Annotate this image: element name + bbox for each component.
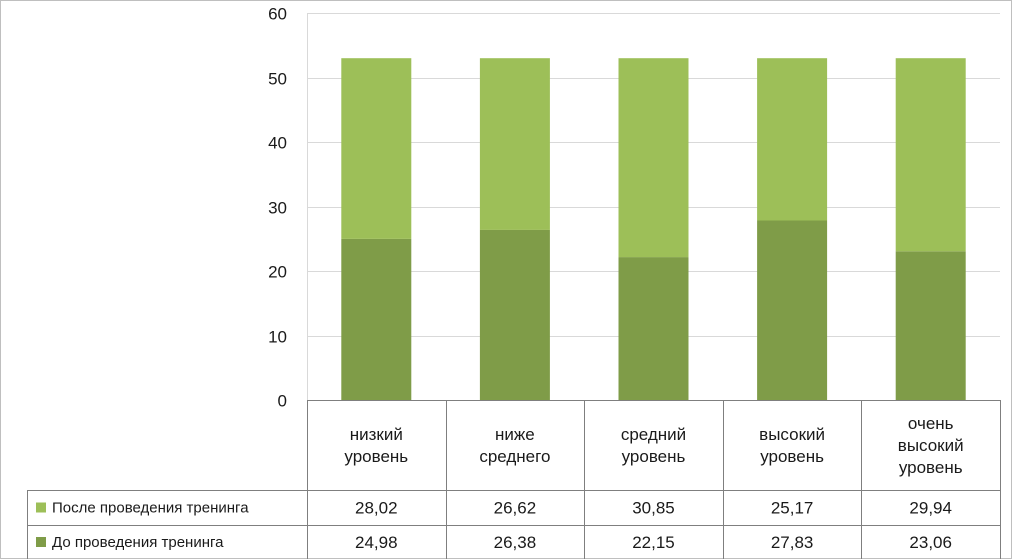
bar-segment-before: [757, 220, 828, 400]
data-table-cell: 28,02: [355, 499, 398, 518]
data-table: низкий уровень ниже среднего средний уровень в…: [27, 400, 1001, 559]
y-tick-label: 40: [268, 134, 287, 153]
bar-segment-after: [618, 58, 689, 258]
category-label: низкий: [350, 425, 403, 444]
legend-label: До проведения тренинга: [52, 534, 224, 551]
data-table-cell: 30,85: [632, 499, 675, 518]
y-tick-label: 20: [268, 263, 287, 282]
category-label: уровень: [622, 447, 686, 466]
bar-segment-after: [479, 58, 550, 230]
y-axis-ticks: 0 10 20 30 40 50 60: [268, 5, 287, 411]
legend-label: После проведения тренинга: [52, 500, 249, 517]
y-tick-label: 60: [268, 5, 287, 24]
data-table-cell: 25,17: [771, 499, 814, 518]
data-table-cell: 23,06: [909, 533, 952, 552]
y-tick-label: 30: [268, 199, 287, 218]
category-label: очень: [908, 414, 954, 433]
y-tick-label: 0: [278, 392, 287, 411]
bars: [341, 58, 966, 400]
category-label: средний: [621, 425, 686, 444]
data-table-cell: 24,98: [355, 533, 398, 552]
category-label: среднего: [479, 447, 550, 466]
y-tick-label: 50: [268, 70, 287, 89]
category-label: высокий: [898, 436, 964, 455]
data-table-cell: 26,38: [494, 533, 537, 552]
data-table-cell: 27,83: [771, 533, 814, 552]
bar-segment-before: [618, 257, 689, 400]
bar-segment-before: [479, 229, 550, 400]
category-label: ниже: [495, 425, 535, 444]
data-table-cell: 26,62: [494, 499, 537, 518]
category-label: уровень: [760, 447, 824, 466]
y-tick-label: 10: [268, 328, 287, 347]
legend-swatch: [36, 537, 46, 547]
bar-segment-after: [341, 58, 412, 239]
bar-segment-after: [895, 58, 966, 252]
bar-segment-after: [757, 58, 828, 221]
data-table-cell: 22,15: [632, 533, 675, 552]
category-label: уровень: [899, 458, 963, 477]
data-table-cell: 29,94: [909, 499, 952, 518]
category-label: уровень: [344, 447, 408, 466]
legend-swatch: [36, 502, 46, 513]
category-label: высокий: [759, 425, 825, 444]
bar-segment-before: [895, 251, 966, 400]
bar-segment-before: [341, 238, 412, 400]
